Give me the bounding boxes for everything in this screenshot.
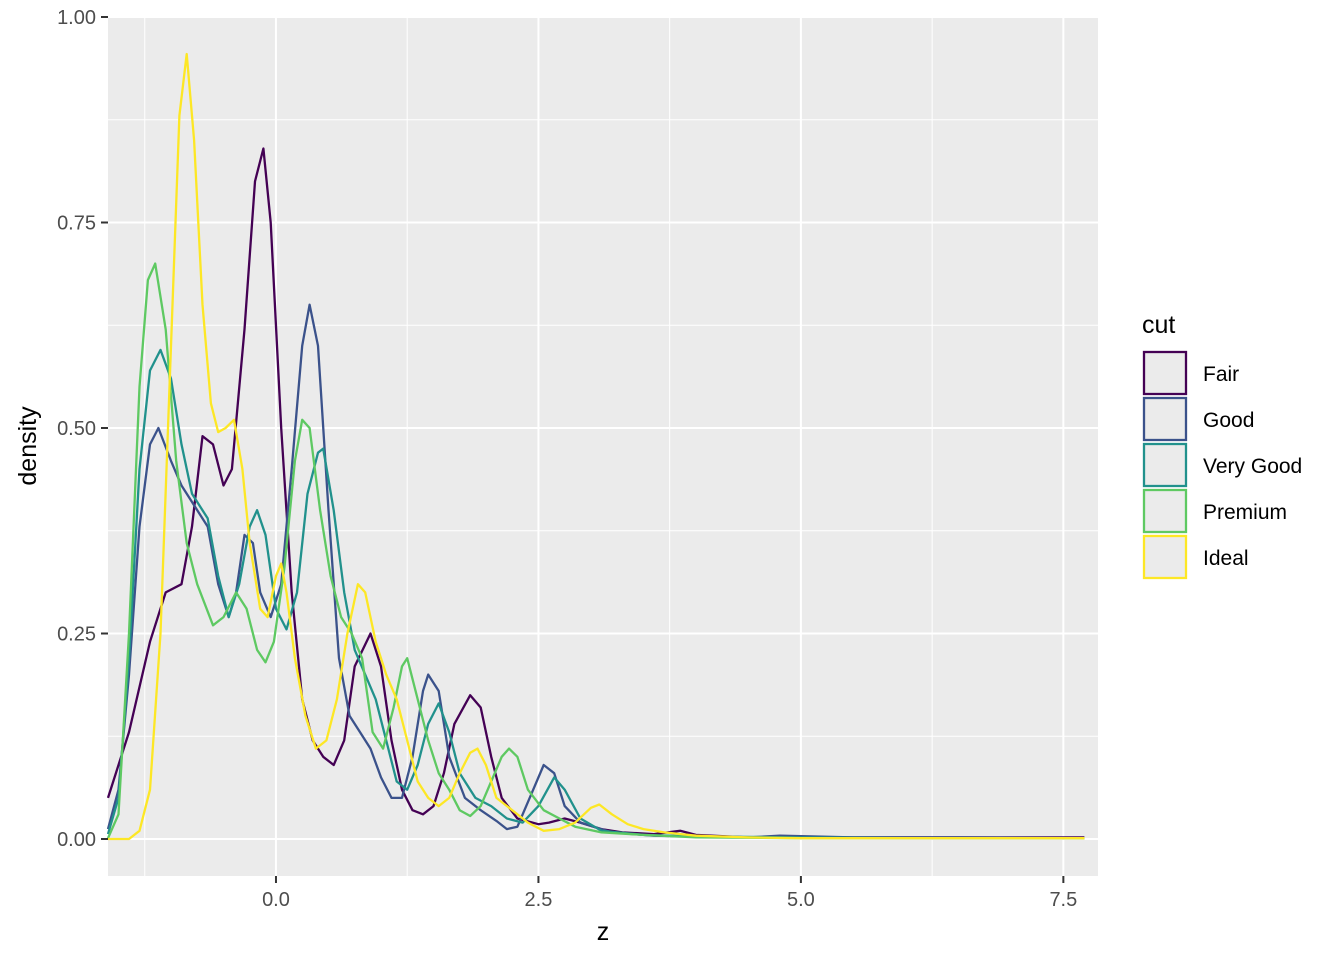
y-tick-label: 0.25 (57, 624, 96, 646)
legend-label-fair: Fair (1203, 363, 1239, 386)
legend-key-fair (1142, 350, 1188, 396)
minor-gridlines (108, 17, 1098, 876)
x-axis-title: z (597, 918, 610, 946)
y-axis-title: density (14, 406, 42, 486)
legend-key-very-good (1142, 442, 1188, 488)
series-line-good (106, 303, 1085, 840)
series-line-very-good (106, 348, 1085, 840)
y-tick-label: 0.00 (57, 829, 96, 851)
y-tick-label: 0.50 (57, 418, 96, 440)
legend-label-premium: Premium (1203, 501, 1287, 524)
legend-key-premium (1142, 488, 1188, 534)
legend-title: cut (1142, 311, 1175, 339)
legend-key-ideal (1142, 534, 1188, 580)
y-tick-label: 1.00 (57, 7, 96, 29)
density-curves (106, 52, 1085, 841)
x-tick-label: 5.0 (787, 889, 815, 911)
legend-key-good (1142, 396, 1188, 442)
y-axis: 0.00 0.25 0.50 0.75 1.00 (57, 7, 108, 851)
series-line-ideal (108, 52, 1085, 841)
legend-label-ideal: Ideal (1203, 547, 1249, 570)
series-line-premium (106, 262, 1085, 840)
legend: cut Fair Good Very Good Premium Ideal (1142, 311, 1302, 580)
x-tick-label: 0.0 (262, 889, 290, 911)
legend-label-good: Good (1203, 409, 1254, 432)
legend-label-very-good: Very Good (1203, 455, 1302, 478)
x-tick-label: 7.5 (1049, 889, 1077, 911)
y-tick-label: 0.75 (57, 213, 96, 235)
plot-panel (108, 17, 1098, 876)
x-axis: 0.0 2.5 5.0 7.5 (262, 876, 1077, 911)
x-tick-label: 2.5 (525, 889, 553, 911)
